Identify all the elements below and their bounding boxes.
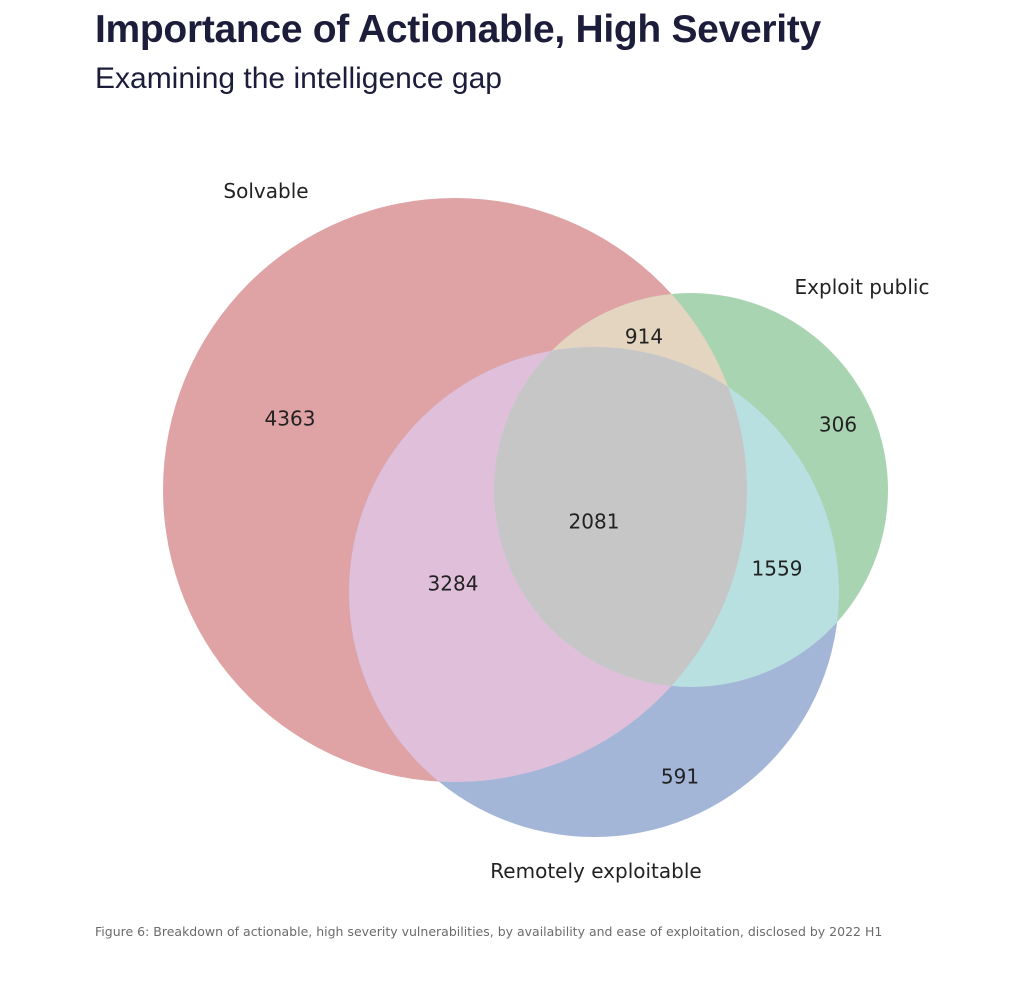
region-value-label: 1559 xyxy=(752,557,803,581)
chart-subtitle: Examining the intelligence gap xyxy=(95,62,502,95)
region-value-label: 914 xyxy=(625,325,663,349)
region-value-label: 3284 xyxy=(428,572,479,596)
region-value-label: 306 xyxy=(819,413,857,437)
triple-intersection xyxy=(494,347,747,687)
set-label: Remotely exploitable xyxy=(490,859,701,883)
chart-title: Importance of Actionable, High Severity xyxy=(95,8,821,51)
region-value-label: 4363 xyxy=(265,407,316,431)
set-label: Exploit public xyxy=(795,275,930,299)
region-value-label: 2081 xyxy=(569,510,620,534)
figure-caption: Figure 6: Breakdown of actionable, high … xyxy=(95,924,883,939)
intersection-region xyxy=(494,347,747,687)
set-label: Solvable xyxy=(223,179,308,203)
region-value-label: 591 xyxy=(661,765,699,789)
